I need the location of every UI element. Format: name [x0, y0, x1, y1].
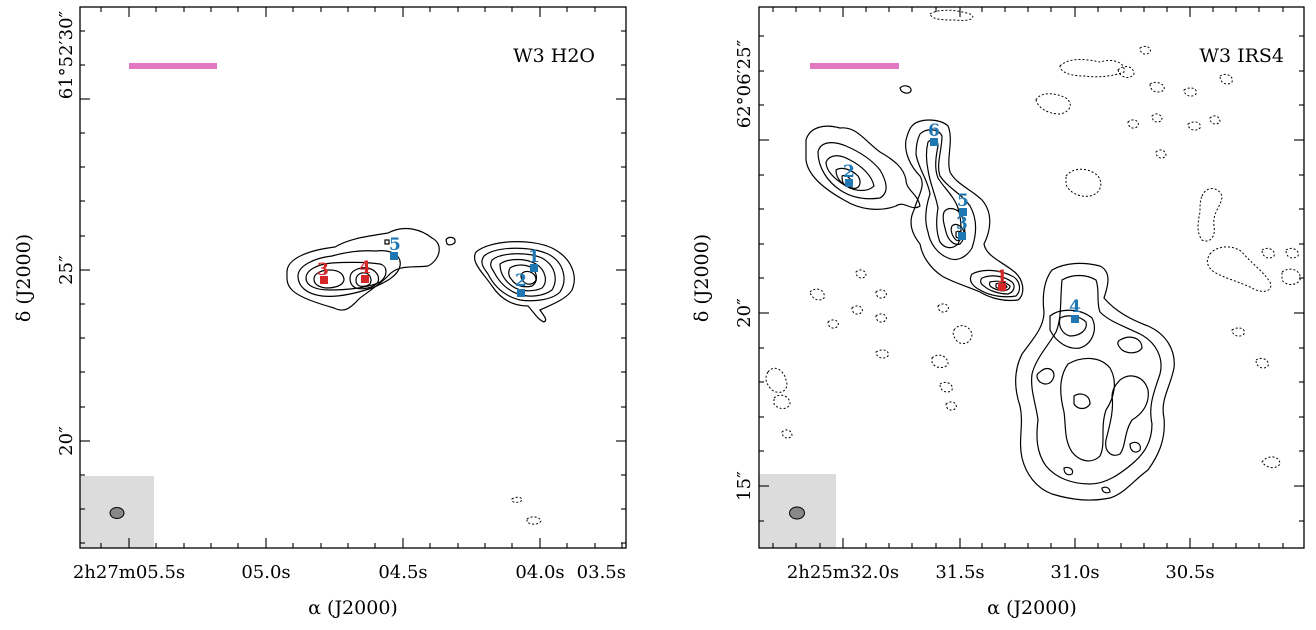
right-source-2-marker: [845, 179, 853, 187]
right-plot-frame: [758, 6, 1305, 549]
right-source-5-marker: [959, 208, 967, 216]
left-contours-east: [474, 241, 575, 323]
right-ra-tick-0: 2h25m32.0s: [787, 562, 899, 583]
left-panel: 3 4 5 1 2: [13, 6, 627, 619]
left-dec-tick-0: 61°52′30″: [56, 10, 77, 99]
right-source-1-label: 1: [996, 267, 1008, 287]
left-xlabel: α (J2000): [308, 597, 398, 619]
left-source-1-marker: [530, 264, 538, 272]
right-source-6-label: 6: [928, 121, 940, 141]
right-source-3-label: 3: [956, 214, 968, 234]
left-source-5-label: 5: [389, 235, 401, 255]
left-source-1-label: 1: [528, 247, 540, 267]
left-beam: [109, 507, 125, 519]
right-source-2-label: 2: [843, 162, 855, 182]
left-ticks: [80, 7, 626, 548]
left-scale-bar: [129, 63, 217, 69]
right-source-3-marker: [958, 232, 966, 240]
right-scale-bar: [810, 63, 899, 69]
left-ra-tick-1: 05.0s: [241, 562, 290, 583]
left-contours-west: [286, 227, 456, 311]
left-source-5-marker: [390, 252, 398, 260]
left-ra-tick-2: 04.5s: [378, 562, 427, 583]
left-dec-tick-1: 25″: [56, 255, 77, 285]
left-ra-tick-4: 03.5s: [577, 562, 626, 583]
left-sources: 3 4 5 1 2: [317, 235, 540, 297]
right-beam: [789, 506, 805, 520]
right-sources: 1 2 3 4 5 6: [843, 121, 1081, 323]
right-contours-hii: [1015, 262, 1175, 501]
right-source-1-marker: [998, 283, 1006, 291]
right-panel: 1 2 3 4 5 6: [691, 6, 1305, 619]
right-ra-tick-1: 31.5s: [935, 562, 984, 583]
left-panel-title: W3 H2O: [513, 45, 595, 67]
left-negative-contours: [511, 496, 542, 525]
right-source-4-marker: [1071, 315, 1079, 323]
right-contours-filament: [805, 85, 1024, 302]
left-ylabel: δ (J2000): [13, 234, 35, 322]
right-dec-tick-1: 20″: [734, 298, 755, 328]
left-plot-frame: [79, 6, 627, 549]
right-ra-tick-3: 30.5s: [1165, 562, 1214, 583]
right-ylabel: δ (J2000): [691, 234, 713, 322]
right-xlabel: α (J2000): [987, 597, 1077, 619]
right-ra-tick-2: 31.0s: [1050, 562, 1099, 583]
left-source-4-marker: [361, 275, 369, 283]
left-ra-tick-0: 2h27m05.5s: [73, 562, 185, 583]
left-source-2-label: 2: [515, 271, 527, 291]
right-source-4-label: 4: [1069, 297, 1081, 317]
right-source-6-marker: [930, 138, 938, 146]
left-source-3-label: 3: [317, 260, 329, 280]
right-source-5-label: 5: [957, 191, 969, 211]
left-source-2-marker: [517, 289, 525, 297]
right-dec-tick-2: 15″: [734, 471, 755, 501]
left-ra-tick-3: 04.0s: [515, 562, 564, 583]
left-dec-tick-2: 20″: [56, 426, 77, 456]
right-ticks: [759, 7, 1304, 548]
right-negative-contours: [765, 9, 1301, 469]
left-source-3-marker: [320, 276, 328, 284]
right-panel-title: W3 IRS4: [1199, 45, 1284, 67]
left-source-4-label: 4: [359, 258, 371, 278]
right-dec-tick-0: 62°06′25″: [734, 39, 755, 128]
